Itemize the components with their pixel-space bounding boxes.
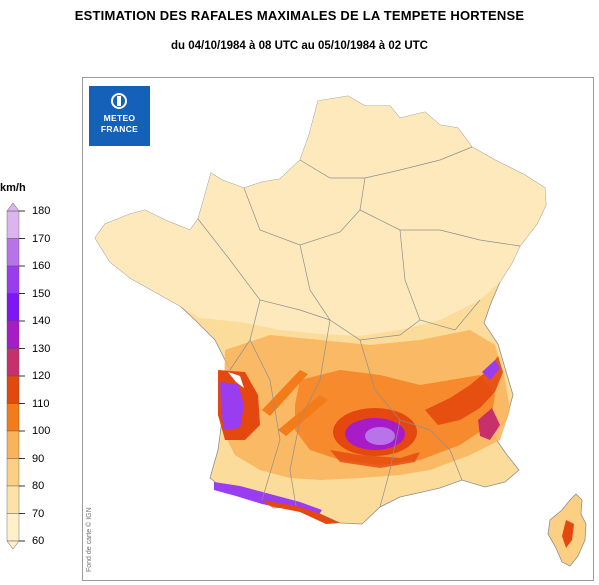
aquitaine-streak-2 [278, 395, 328, 436]
legend-color-band [6, 265, 20, 294]
legend-tick-label: 130 [32, 342, 51, 355]
basemap-credit: Fond de carte © IGN [86, 507, 93, 572]
legend-color-band [6, 375, 20, 404]
gironde-estuary [228, 372, 244, 388]
legend-min-arrow [6, 540, 20, 550]
map-subtitle: du 04/10/1984 à 08 UTC au 05/10/1984 à 0… [171, 40, 428, 52]
north-low-gust-zone [95, 96, 546, 336]
alps-south-gust-zone [478, 408, 500, 440]
legend-tick-label: 180 [32, 205, 51, 217]
legend-tick-label: 170 [32, 232, 51, 245]
legend-tick-label: 150 [32, 287, 51, 300]
legend-color-band [6, 348, 20, 377]
logo-line-2: FRANCE [100, 124, 139, 134]
legend-tick-label: 160 [32, 260, 51, 272]
alps-strong-gust-zone [425, 356, 503, 425]
legend-tick-label: 140 [32, 315, 51, 327]
legend-color-band [6, 430, 20, 459]
legend-unit-label: km/h [0, 182, 26, 194]
legend-tick-label: 90 [32, 452, 45, 465]
legend-max-arrow [6, 202, 20, 212]
legend-colorbar [6, 202, 25, 550]
legend-color-band [6, 320, 20, 349]
legend-tick-label: 100 [32, 425, 51, 437]
aquitaine-streak-1 [262, 370, 308, 416]
legend-color-band [6, 293, 20, 322]
logo-line-1: METEO [103, 113, 136, 123]
legend-color-band [6, 210, 20, 239]
legend-color-band [6, 485, 20, 514]
landes-coast-violet-zone [220, 382, 244, 430]
legend-color-band [6, 238, 20, 267]
cevennes-streak [330, 450, 420, 468]
legend-tick-label: 120 [32, 370, 51, 382]
legend-tick-label: 60 [32, 535, 45, 547]
corsica-high-gust-zone [562, 520, 574, 548]
legend-color-band [6, 403, 20, 432]
massif-central-violet-zone [365, 427, 395, 445]
pyrenees-red-edge [262, 500, 340, 524]
meteo-france-logo-icon [111, 93, 127, 109]
map-title: ESTIMATION DES RAFALES MAXIMALES DE LA T… [74, 8, 525, 23]
legend-tick-label: 80 [32, 480, 45, 492]
legend-color-band [6, 513, 20, 542]
legend-color-band [6, 458, 20, 487]
legend-tick-label: 110 [32, 397, 50, 410]
alps-peak-gust-zone [482, 360, 500, 380]
legend-tick-label: 70 [32, 507, 45, 520]
region-boundaries [197, 146, 521, 508]
meteo-france-logo: METEO FRANCE [89, 86, 150, 146]
